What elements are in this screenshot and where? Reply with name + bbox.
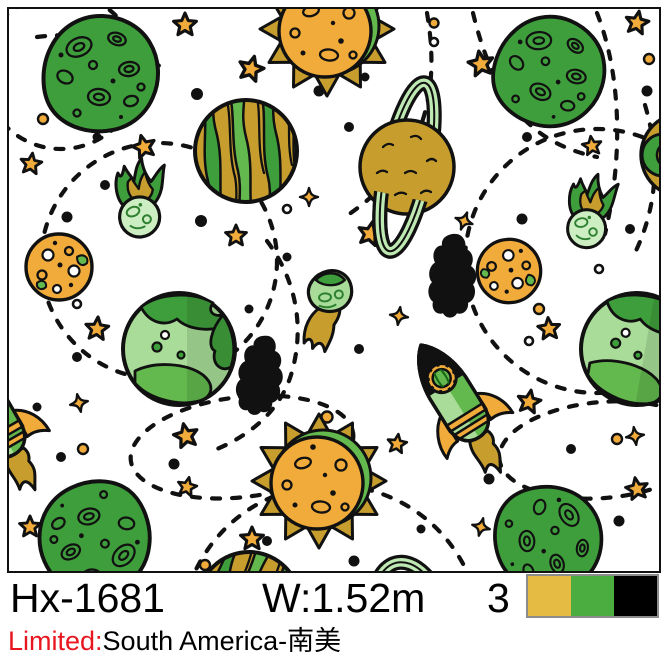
- green-moon-icon: [477, 9, 622, 144]
- saturn-planet-partial-icon: [365, 554, 457, 571]
- sun-icon: [258, 9, 396, 98]
- rocket-partial-icon: [9, 339, 71, 509]
- limited-region-row: Limited:South America-南美: [8, 626, 341, 656]
- comet-icon: [111, 154, 174, 241]
- striped-planet-icon: [184, 89, 308, 213]
- sun-icon: [250, 412, 388, 550]
- comet-icon: [297, 267, 358, 355]
- rocket-icon: [389, 323, 537, 493]
- swatch-green: [571, 576, 614, 616]
- yellow-moon-icon: [24, 232, 94, 302]
- swatch-yellow: [528, 576, 571, 616]
- fabric-width: W:1.52m: [262, 575, 426, 621]
- green-moon-icon: [41, 13, 161, 134]
- limited-label: Limited:: [8, 626, 103, 656]
- colorway-swatches: [526, 574, 659, 618]
- color-count: 3: [487, 575, 510, 621]
- ringed-planet-partial-icon: [639, 118, 659, 192]
- green-moon-icon: [485, 475, 612, 571]
- background-dots: [32, 17, 659, 571]
- product-code: Hx-1681: [10, 575, 165, 621]
- saturn-planet-icon: [360, 79, 454, 256]
- smoke-cloud-icon: [428, 233, 477, 318]
- green-moon-icon: [21, 464, 169, 571]
- fabric-pattern-preview: [7, 7, 661, 573]
- earth-planet-icon: [123, 289, 247, 409]
- earth-planet-icon: [571, 280, 659, 420]
- space-pattern-svg: [9, 9, 659, 571]
- yellow-moon-icon: [462, 224, 556, 318]
- limited-region-value: South America-南美: [102, 626, 342, 656]
- product-info-row: Hx-1681 W:1.52m 3: [0, 574, 666, 621]
- swatch-black: [614, 576, 657, 616]
- smoke-cloud-icon: [233, 333, 287, 418]
